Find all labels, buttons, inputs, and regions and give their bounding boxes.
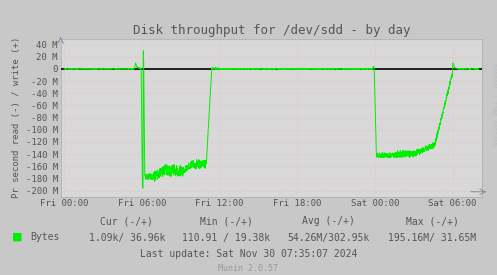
Text: Cur (-/+): Cur (-/+) — [100, 216, 153, 226]
Text: ■: ■ — [12, 232, 23, 241]
Title: Disk throughput for /dev/sdd - by day: Disk throughput for /dev/sdd - by day — [133, 24, 410, 37]
Text: 1.09k/ 36.96k: 1.09k/ 36.96k — [88, 233, 165, 243]
Text: Avg (-/+): Avg (-/+) — [302, 216, 354, 226]
Text: Last update: Sat Nov 30 07:35:07 2024: Last update: Sat Nov 30 07:35:07 2024 — [140, 249, 357, 259]
Text: RRDTOOL / TOBI OETIKER: RRDTOOL / TOBI OETIKER — [491, 63, 496, 146]
Text: Bytes: Bytes — [30, 232, 59, 241]
Text: Max (-/+): Max (-/+) — [406, 216, 459, 226]
Text: Min (-/+): Min (-/+) — [200, 216, 252, 226]
Text: 110.91 / 19.38k: 110.91 / 19.38k — [182, 233, 270, 243]
Text: 54.26M/302.95k: 54.26M/302.95k — [287, 233, 369, 243]
Text: Munin 2.0.57: Munin 2.0.57 — [219, 265, 278, 273]
Text: 195.16M/ 31.65M: 195.16M/ 31.65M — [388, 233, 477, 243]
Y-axis label: Pr second read (-) / write (+): Pr second read (-) / write (+) — [12, 37, 21, 198]
